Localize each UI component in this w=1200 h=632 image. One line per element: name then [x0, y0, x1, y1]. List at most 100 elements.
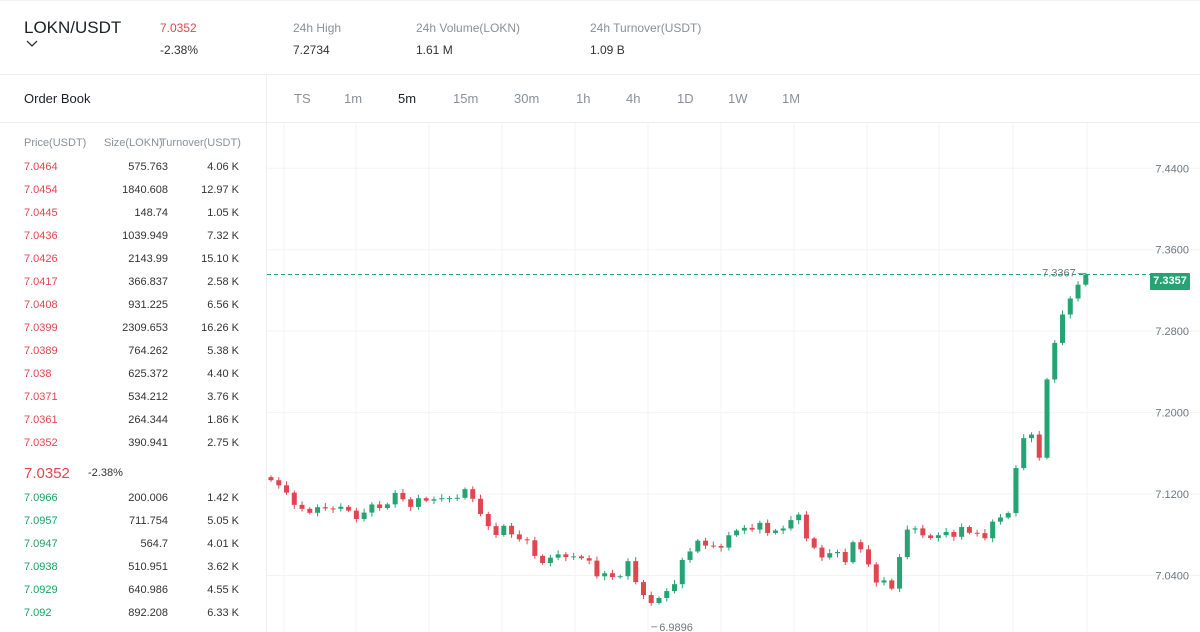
candle: [990, 521, 996, 539]
candle: [330, 508, 336, 510]
candle: [866, 549, 872, 565]
candle: [741, 527, 747, 531]
tick-label: 7.0400: [1155, 571, 1189, 583]
max-price-label: 7.3367: [1042, 267, 1076, 279]
ask-price: 7.0352: [24, 437, 58, 449]
bid-turnover: 4.01 K: [207, 538, 239, 550]
candle: [470, 489, 476, 499]
candle: [780, 528, 786, 531]
candle: [850, 542, 856, 563]
candle: [633, 561, 639, 583]
col-size: Size(LOKN): [104, 137, 163, 149]
candle: [478, 498, 484, 515]
ask-row[interactable]: 7.0371 534.212 3.76 K: [0, 386, 267, 409]
ask-row[interactable]: 7.0454 1840.608 12.97 K: [0, 179, 267, 202]
high-value: 7.2734: [293, 43, 330, 57]
candle: [858, 542, 864, 550]
candle: [571, 556, 577, 558]
tab-ts[interactable]: TS: [294, 91, 311, 106]
tab-15m[interactable]: 15m: [453, 91, 479, 106]
candle: [935, 535, 941, 539]
ask-row[interactable]: 7.0399 2309.653 16.26 K: [0, 317, 267, 340]
ask-size: 366.837: [128, 276, 168, 288]
ask-row[interactable]: 7.038 625.372 4.40 K: [0, 363, 267, 386]
ask-row[interactable]: 7.0426 2143.99 15.10 K: [0, 248, 267, 271]
candle: [827, 553, 833, 558]
candle: [602, 573, 608, 577]
orderbook-header: Order Book: [0, 75, 267, 123]
candle: [726, 535, 732, 548]
chevron-down-icon[interactable]: [26, 39, 40, 51]
bid-size: 510.951: [128, 561, 168, 573]
bid-row[interactable]: 7.092 892.208 6.33 K: [0, 602, 267, 625]
candle: [446, 498, 452, 500]
tab-1mo[interactable]: 1M: [782, 91, 801, 106]
candle: [307, 508, 313, 513]
candle: [803, 514, 809, 539]
candle: [509, 525, 515, 535]
candle: [819, 547, 825, 558]
candle: [974, 532, 980, 534]
change-percent: -2.38%: [160, 43, 199, 57]
candle: [1052, 342, 1058, 380]
candle: [276, 480, 282, 486]
candle: [524, 539, 530, 541]
candle: [757, 522, 763, 530]
bid-turnover: 5.05 K: [207, 515, 239, 527]
candle: [408, 499, 414, 507]
candle: [679, 559, 685, 585]
tab-1m[interactable]: 1m: [344, 91, 363, 106]
ask-price: 7.0389: [24, 345, 58, 357]
ask-row[interactable]: 7.0445 148.74 1.05 K: [0, 202, 267, 225]
bid-row[interactable]: 7.0966 200.006 1.42 K: [0, 487, 267, 510]
bid-row[interactable]: 7.0938 510.951 3.62 K: [0, 556, 267, 579]
tab-1d[interactable]: 1D: [677, 91, 694, 106]
tab-1h[interactable]: 1h: [576, 91, 591, 106]
ask-row[interactable]: 7.0408 931.225 6.56 K: [0, 294, 267, 317]
chart-canvas[interactable]: 7.3367 6.9896 7.4400 7.3600 7.2800 7.2000 7.1…: [267, 123, 1200, 632]
tab-30m[interactable]: 30m: [514, 91, 540, 106]
pair-title[interactable]: LOKN/USDT: [24, 18, 122, 37]
tab-1w[interactable]: 1W: [728, 91, 748, 106]
mid-price: 7.0352: [24, 465, 70, 482]
bid-row[interactable]: 7.0957 711.754 5.05 K: [0, 510, 267, 533]
candle: [889, 580, 895, 589]
candle: [640, 582, 646, 596]
candle: [1067, 298, 1073, 315]
candle: [834, 551, 840, 554]
price-axis: 7.4400 7.3600 7.2800 7.2000 7.1200 7.0400: [1155, 163, 1189, 582]
candle: [377, 504, 383, 509]
ask-row[interactable]: 7.0464 575.763 4.06 K: [0, 156, 267, 179]
turnover-value: 1.09 B: [590, 43, 625, 57]
ask-turnover: 4.06 K: [207, 161, 239, 173]
bid-size: 564.7: [140, 538, 168, 550]
turnover-label: 24h Turnover(USDT): [590, 21, 702, 35]
candle: [555, 554, 561, 558]
candle: [493, 526, 499, 535]
ask-row[interactable]: 7.0389 764.262 5.38 K: [0, 340, 267, 363]
col-price: Price(USDT): [24, 137, 87, 149]
ask-row[interactable]: 7.0417 366.837 2.58 K: [0, 271, 267, 294]
bid-size: 711.754: [129, 515, 168, 527]
ask-row[interactable]: 7.0361 264.344 1.86 K: [0, 409, 267, 432]
tab-5m[interactable]: 5m: [398, 91, 417, 106]
ask-row[interactable]: 7.0436 1039.949 7.32 K: [0, 225, 267, 248]
ask-size: 2143.99: [128, 253, 168, 265]
last-price: 7.0352: [160, 21, 197, 35]
ask-turnover: 12.97 K: [201, 184, 239, 196]
ask-row[interactable]: 7.0352 390.941 2.75 K: [0, 432, 267, 455]
bid-row[interactable]: 7.0947 564.7 4.01 K: [0, 533, 267, 556]
tab-4h[interactable]: 4h: [626, 91, 641, 106]
bid-turnover: 6.33 K: [207, 607, 239, 619]
bid-price: 7.0938: [24, 561, 58, 573]
candle: [291, 492, 297, 505]
tick-label: 7.2800: [1155, 326, 1189, 338]
candle: [338, 506, 344, 509]
candle: [369, 504, 375, 513]
candle: [982, 533, 988, 539]
candle: [664, 591, 670, 598]
candlestick-chart[interactable]: 7.3367 6.9896 7.4400 7.3600 7.2800 7.2000 7.1…: [267, 123, 1200, 632]
bid-row[interactable]: 7.0929 640.986 4.55 K: [0, 579, 267, 602]
candle: [625, 561, 631, 577]
ask-size: 148.74: [134, 207, 168, 219]
